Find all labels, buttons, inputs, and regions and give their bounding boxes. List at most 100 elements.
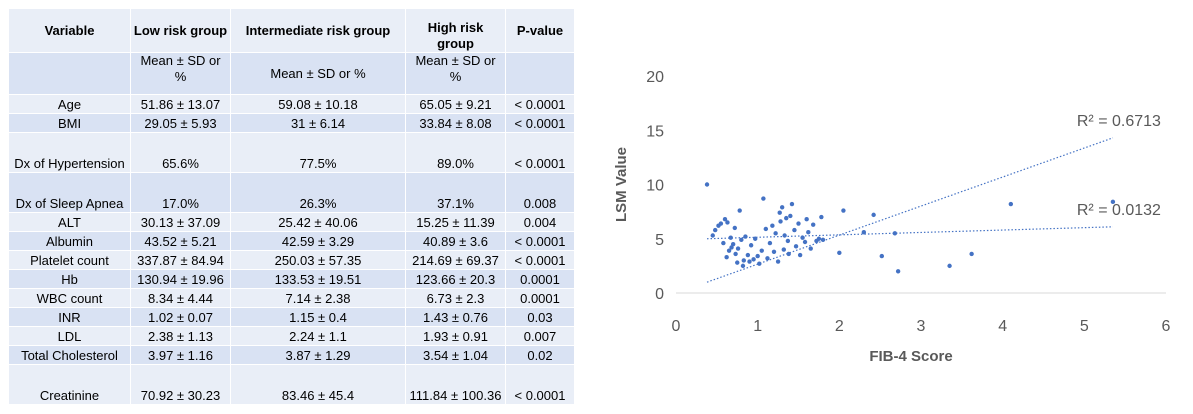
- data-point: [781, 247, 786, 252]
- data-point: [755, 253, 760, 259]
- data-point: [871, 212, 876, 218]
- table-row: Hb 130.94 ± 19.96 133.53 ± 19.51 123.66 ± 2…: [8, 269, 575, 289]
- subheader-cell: [505, 52, 575, 95]
- data-point: [816, 236, 822, 241]
- row-value-cell: 0.03: [505, 307, 575, 327]
- row-value-cell: < 0.0001: [505, 250, 575, 270]
- row-variable-cell: Total Cholesterol: [8, 345, 131, 365]
- row-variable-cell: Dx of Sleep Apnea: [8, 172, 131, 213]
- data-point: [733, 251, 738, 257]
- table-row: Platelet count 337.87 ± 84.94 250.03 ± 57.…: [8, 250, 575, 270]
- data-point: [735, 246, 741, 251]
- y-tick-label: 15: [646, 123, 664, 140]
- data-point: [704, 182, 710, 187]
- data-point: [721, 240, 726, 246]
- row-value-cell: 42.59 ± 3.29: [230, 231, 406, 251]
- y-axis-title: LSM Value: [613, 147, 630, 222]
- row-value-cell: < 0.0001: [505, 364, 575, 405]
- data-point: [1008, 201, 1014, 207]
- data-point: [728, 235, 733, 240]
- data-point: [725, 220, 730, 225]
- row-value-cell: 29.05 ± 5.93: [130, 113, 231, 133]
- row-value-cell: 25.42 ± 40.06: [230, 212, 406, 232]
- header-p-value: P-value: [505, 8, 575, 53]
- data-point: [792, 227, 797, 233]
- data-point: [788, 213, 793, 219]
- row-value-cell: 70.92 ± 30.23: [130, 364, 231, 405]
- table-row: WBC count 8.34 ± 4.44 7.14 ± 2.38 6.73 ± 2.…: [8, 288, 575, 308]
- data-point: [804, 217, 809, 222]
- table-row: Total Cholesterol 3.97 ± 1.16 3.87 ± 1.29 3…: [8, 345, 575, 365]
- data-point: [879, 253, 884, 259]
- row-value-cell: 111.84 ± 100.36: [405, 364, 506, 405]
- row-value-cell: 33.84 ± 8.08: [405, 113, 506, 133]
- table-subheader-row: Mean ± SD or % Mean ± SD or % Mean ± SD …: [8, 52, 575, 95]
- row-variable-cell: BMI: [8, 113, 131, 133]
- row-value-cell: 1.43 ± 0.76: [405, 307, 506, 327]
- data-point: [892, 231, 898, 236]
- data-point: [726, 248, 732, 253]
- trendline: [706, 137, 1114, 283]
- row-value-cell: 89.0%: [405, 132, 506, 173]
- header-variable: Variable: [8, 8, 131, 53]
- data-point: [779, 205, 785, 210]
- subheader-cell: [8, 52, 131, 95]
- data-point: [784, 215, 789, 221]
- row-value-cell: 130.94 ± 19.96: [130, 269, 231, 289]
- data-point: [789, 201, 795, 207]
- row-value-cell: 65.6%: [130, 132, 231, 173]
- data-point: [800, 235, 805, 240]
- row-value-cell: 77.5%: [230, 132, 406, 173]
- data-point: [777, 210, 782, 215]
- table-row: BMI 29.05 ± 5.93 31 ± 6.14 33.84 ± 8.08 < 0.…: [8, 113, 575, 133]
- table-row: ALT 30.13 ± 37.09 25.42 ± 40.06 15.25 ± 11.…: [8, 212, 575, 232]
- row-value-cell: < 0.0001: [505, 94, 575, 114]
- x-tick-label: 6: [1162, 318, 1171, 335]
- row-variable-cell: Albumin: [8, 231, 131, 251]
- data-point: [757, 261, 762, 266]
- data-point: [718, 221, 724, 226]
- table-row: Dx of Sleep Apnea 17.0% 26.3% 37.1% 0.008: [8, 172, 575, 213]
- data-point: [796, 221, 801, 226]
- row-value-cell: 3.54 ± 1.04: [405, 345, 506, 365]
- row-value-cell: 0.004: [505, 212, 575, 232]
- data-point: [763, 226, 769, 232]
- row-value-cell: 31 ± 6.14: [230, 113, 406, 133]
- data-point: [969, 251, 974, 257]
- data-point: [782, 233, 787, 238]
- table-body: Age 51.86 ± 13.07 59.08 ± 10.18 65.05 ± 9.2…: [8, 94, 575, 405]
- x-tick-label: 3: [917, 318, 926, 335]
- row-variable-cell: INR: [8, 307, 131, 327]
- row-value-cell: 40.89 ± 3.6: [405, 231, 506, 251]
- row-value-cell: < 0.0001: [505, 113, 575, 133]
- scatter-chart-container: 0 1 2 3 4 5 6 0 5 10 15 20 FIB-4 Score LSM Value R² = …: [600, 60, 1190, 380]
- subheader-cell: Mean ± SD or %: [130, 52, 231, 95]
- row-value-cell: 0.007: [505, 326, 575, 346]
- data-point: [748, 243, 754, 248]
- row-variable-cell: Creatinine: [8, 364, 131, 405]
- data-point: [761, 196, 766, 201]
- data-point: [747, 259, 752, 264]
- data-point: [797, 252, 803, 258]
- x-axis-title: FIB-4 Score: [869, 348, 952, 365]
- row-variable-cell: ALT: [8, 212, 131, 232]
- row-value-cell: 17.0%: [130, 172, 231, 213]
- table-row: Dx of Hypertension 65.6% 77.5% 89.0% < 0.000…: [8, 132, 575, 173]
- x-tick-label: 4: [998, 318, 1007, 335]
- data-point: [820, 237, 826, 243]
- row-value-cell: 7.14 ± 2.38: [230, 288, 406, 308]
- data-point: [741, 258, 746, 263]
- row-value-cell: 214.69 ± 69.37: [405, 250, 506, 270]
- row-value-cell: 123.66 ± 20.3: [405, 269, 506, 289]
- x-tick-label: 1: [753, 318, 762, 335]
- row-variable-cell: WBC count: [8, 288, 131, 308]
- data-point: [811, 222, 816, 227]
- data-point: [819, 214, 824, 220]
- data-point: [793, 244, 799, 249]
- row-value-cell: 83.46 ± 45.4: [230, 364, 406, 405]
- data-point: [778, 219, 783, 224]
- y-tick-label: 10: [646, 178, 664, 195]
- row-value-cell: 1.93 ± 0.91: [405, 326, 506, 346]
- table-row: Age 51.86 ± 13.07 59.08 ± 10.18 65.05 ± 9.2…: [8, 94, 575, 114]
- data-point: [771, 249, 777, 254]
